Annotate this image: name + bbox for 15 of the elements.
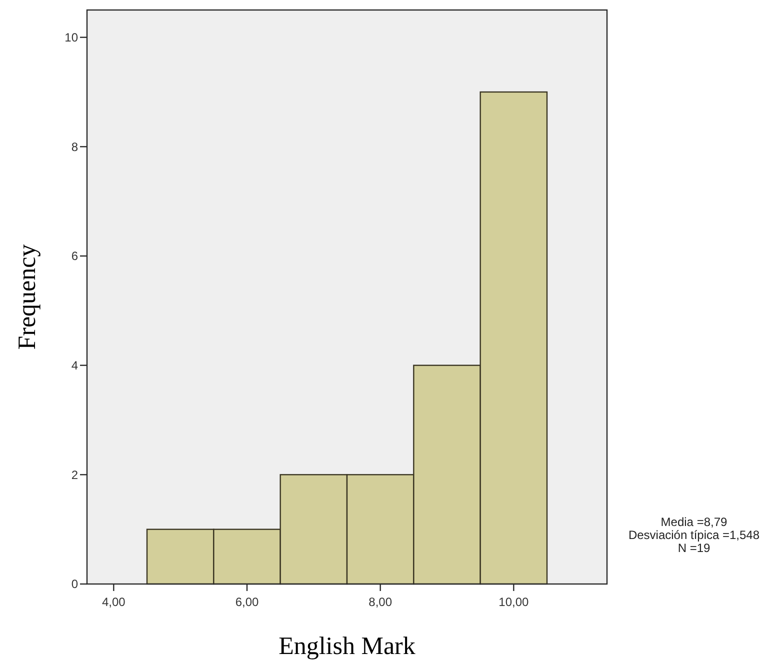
text: Media =8,79: [660, 515, 728, 529]
x-tick-label: 10,00: [498, 595, 530, 609]
y-tick-label: 0: [71, 577, 78, 592]
y-tick-label: 4: [71, 358, 78, 373]
x-axis-title: English Mark: [278, 633, 416, 660]
x-tick-label: 8,00: [368, 595, 392, 609]
x-tick-label: 6,00: [235, 595, 259, 609]
x-tick-label: 4,00: [102, 595, 126, 609]
y-tick-label: 10: [64, 30, 78, 45]
y-axis-title: Frequency: [14, 244, 41, 350]
y-tick-label: 6: [71, 249, 78, 264]
text: N =19: [678, 541, 710, 555]
y-tick-label: 8: [71, 140, 78, 154]
text: Desviación típica =1,548: [628, 528, 760, 542]
y-tick-label: 2: [71, 468, 78, 482]
